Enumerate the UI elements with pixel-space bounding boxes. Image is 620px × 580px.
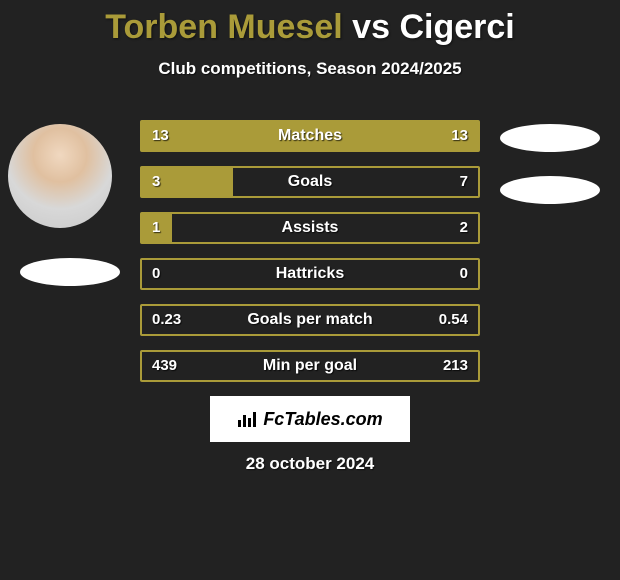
stat-label: Hattricks: [142, 260, 478, 288]
player2-name: Cigerci: [399, 8, 514, 46]
watermark-text: FcTables.com: [263, 409, 382, 430]
stat-value-right: 0.54: [439, 306, 468, 334]
stat-label: Min per goal: [142, 352, 478, 380]
stat-row: 13Matches13: [140, 120, 480, 152]
stat-value-right: 0: [460, 260, 468, 288]
stat-row: 0Hattricks0: [140, 258, 480, 290]
subtitle: Club competitions, Season 2024/2025: [0, 59, 620, 79]
chart-icon: [237, 410, 257, 428]
player2-club-badge-1: [500, 124, 600, 152]
player2-club-badge-2: [500, 176, 600, 204]
stat-value-right: 13: [451, 122, 468, 150]
stat-row: 0.23Goals per match0.54: [140, 304, 480, 336]
stat-label: Goals per match: [142, 306, 478, 334]
stat-label: Assists: [142, 214, 478, 242]
stat-row: 1Assists2: [140, 212, 480, 244]
stat-row: 3Goals7: [140, 166, 480, 198]
player1-name: Torben Muesel: [105, 8, 342, 46]
date-label: 28 october 2024: [0, 454, 620, 474]
stat-label: Goals: [142, 168, 478, 196]
player1-avatar: [8, 124, 112, 228]
stat-value-right: 213: [443, 352, 468, 380]
comparison-title: Torben Muesel vs Cigerci: [0, 0, 620, 47]
stats-container: 13Matches13 3Goals7 1Assists2 0Hattricks0 0.…: [140, 120, 480, 396]
player1-club-badge: [20, 258, 120, 286]
stat-value-right: 2: [460, 214, 468, 242]
watermark: FcTables.com: [210, 396, 410, 442]
stat-value-right: 7: [460, 168, 468, 196]
vs-separator: vs: [352, 8, 390, 46]
stat-label: Matches: [142, 122, 478, 150]
stat-row: 439Min per goal213: [140, 350, 480, 382]
